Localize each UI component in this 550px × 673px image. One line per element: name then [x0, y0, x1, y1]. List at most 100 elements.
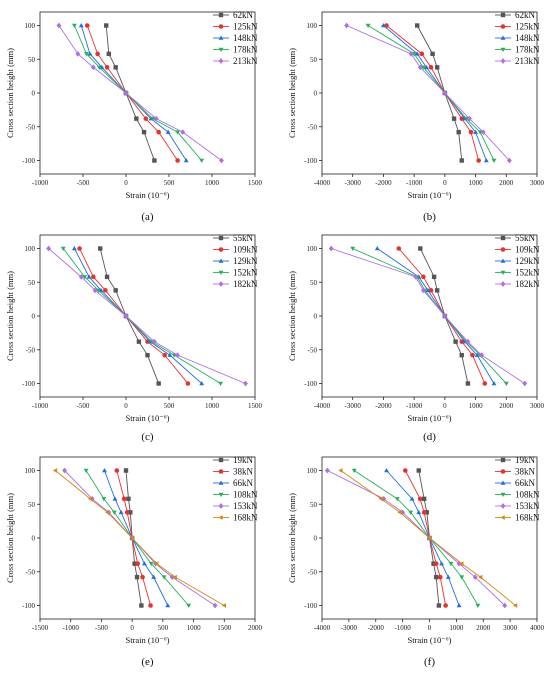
x-tick-label: -500: [95, 624, 108, 632]
y-axis-label: Cross section height (mm): [5, 493, 15, 583]
data-point: [165, 602, 171, 608]
x-tick-label: 2000: [476, 624, 491, 632]
data-point: [431, 274, 437, 280]
legend-marker: [500, 235, 506, 241]
data-point: [470, 352, 475, 358]
y-tick-label: 50: [310, 501, 318, 509]
series-line-55kN: [99, 248, 160, 384]
legend-label: 38kN: [515, 467, 536, 477]
legend-marker: [500, 480, 506, 485]
data-point: [378, 496, 383, 502]
data-point: [169, 574, 175, 581]
legend-marker: [500, 12, 506, 18]
data-point: [90, 64, 96, 71]
data-point: [459, 158, 464, 163]
x-tick-label: 1000: [205, 179, 220, 187]
data-point: [480, 129, 486, 136]
x-tick-label: 1000: [187, 624, 202, 632]
x-tick-label: 500: [164, 179, 175, 187]
data-point: [98, 246, 103, 251]
legend-label: 109kN: [515, 245, 540, 255]
data-point: [381, 495, 387, 502]
legend-label: 168kN: [233, 513, 258, 523]
x-axis-label: Strain (10⁻⁶): [407, 635, 451, 645]
data-point: [434, 574, 439, 580]
y-tick-label: -100: [304, 380, 317, 388]
x-tick-label: -2000: [368, 624, 385, 632]
data-point: [445, 574, 451, 579]
data-point: [105, 509, 110, 515]
data-point: [162, 352, 167, 358]
panel-label: (e): [141, 656, 154, 668]
legend-label: 168kN: [515, 513, 540, 523]
data-point: [71, 245, 77, 251]
y-tick-label: 0: [32, 313, 36, 321]
series-line-66kN: [104, 470, 169, 606]
data-point: [475, 603, 481, 609]
x-tick-label: -1000: [406, 179, 423, 187]
data-point: [104, 274, 110, 280]
series-line-178kN: [367, 25, 495, 161]
x-tick-label: -4000: [314, 179, 331, 187]
x-tick-label: -3000: [341, 624, 358, 632]
data-point: [106, 51, 111, 57]
data-point: [82, 275, 88, 280]
legend-label: 182kN: [515, 279, 540, 289]
data-point: [150, 116, 156, 122]
data-point: [175, 158, 180, 163]
x-tick-label: 0: [130, 624, 134, 632]
data-point: [442, 313, 448, 319]
data-point: [129, 535, 134, 541]
x-tick-label: -4000: [314, 402, 331, 410]
data-point: [126, 496, 131, 502]
x-tick-label: 3000: [530, 402, 545, 410]
data-point: [420, 287, 426, 294]
x-tick-label: -500: [77, 402, 90, 410]
data-point: [421, 510, 427, 515]
y-tick-label: 100: [25, 467, 36, 475]
data-point: [85, 23, 90, 28]
data-point: [185, 381, 191, 386]
data-point: [199, 380, 205, 386]
data-point: [415, 23, 420, 28]
data-point: [408, 510, 414, 515]
data-point: [478, 574, 483, 580]
data-point: [419, 51, 425, 57]
data-point: [95, 51, 100, 57]
data-point: [84, 52, 89, 57]
panel-label: (c): [141, 431, 154, 443]
x-axis-label: Strain (10⁻⁶): [407, 190, 451, 200]
legend-marker: [218, 247, 224, 252]
data-point: [135, 561, 140, 566]
y-axis-label: Cross section height (mm): [5, 48, 15, 138]
data-point: [77, 246, 82, 251]
legend-marker: [218, 47, 224, 53]
y-tick-label: -50: [26, 346, 36, 354]
data-point: [123, 468, 129, 473]
data-point: [153, 115, 159, 122]
legend-label: 129kN: [233, 256, 258, 266]
y-axis-label: Cross section height (mm): [287, 48, 297, 138]
series-line-62kN: [105, 25, 155, 161]
data-point: [118, 509, 124, 515]
data-point: [428, 65, 434, 70]
legend-marker: [218, 235, 224, 241]
legend-label: 148kN: [233, 33, 258, 43]
data-point: [142, 561, 147, 566]
data-point: [350, 246, 356, 252]
x-tick-label: -2000: [375, 402, 392, 410]
chart-panel-6: -4000 -3000 -2000 -1000 0 1000 2000 3000 4000-10…: [287, 455, 545, 668]
data-point: [134, 574, 140, 580]
data-point: [436, 603, 442, 608]
data-point: [433, 561, 439, 566]
data-point: [103, 288, 108, 293]
y-tick-label: 50: [28, 56, 36, 64]
x-axis-label: Strain (10⁻⁶): [125, 190, 169, 200]
data-point: [199, 158, 205, 164]
data-point: [409, 496, 415, 501]
x-tick-label: -1000: [32, 179, 49, 187]
data-point: [152, 158, 157, 163]
y-tick-label: 100: [307, 467, 318, 475]
data-point: [465, 381, 471, 386]
x-axis-label: Strain (10⁻⁶): [125, 413, 169, 423]
